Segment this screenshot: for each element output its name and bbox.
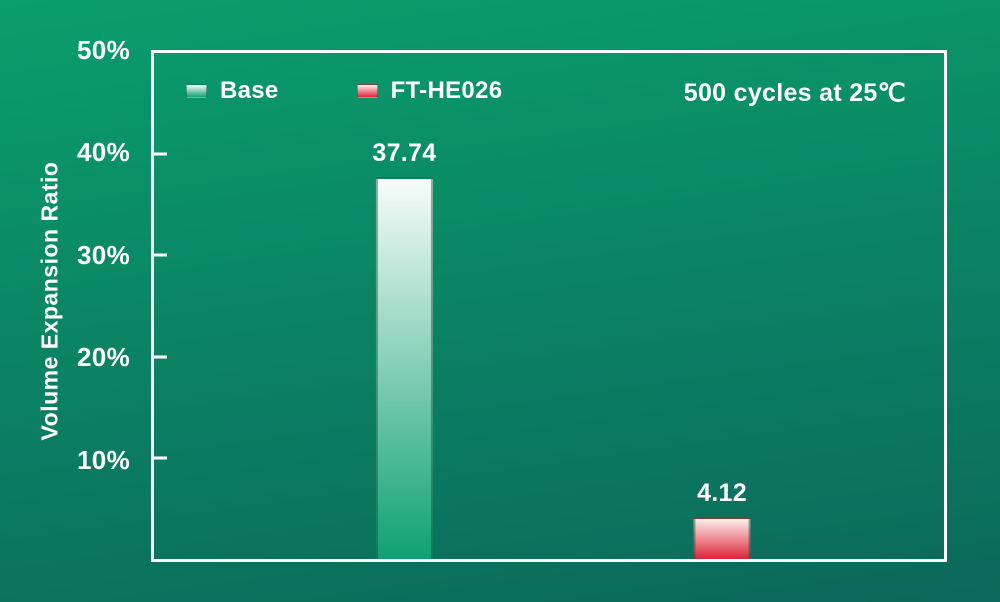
annotation-test-condition: 500 cycles at 25℃ xyxy=(683,79,906,107)
y-tick-mark xyxy=(154,152,167,156)
y-tick-mark xyxy=(154,253,167,257)
y-tick-label: 40% xyxy=(77,137,130,168)
y-tick-labels: 50% 40% 30% 20% 10% xyxy=(0,37,130,562)
legend-swatch-base-icon xyxy=(186,84,207,98)
y-tick-mark xyxy=(154,355,167,359)
legend-swatch-fthe026-icon xyxy=(356,84,378,98)
bar-value-fthe026: 4.12 xyxy=(697,479,747,508)
bar-group-base: 37.74 xyxy=(372,53,436,559)
legend-item-fthe026: FT-HE026 xyxy=(356,77,503,104)
bar-base xyxy=(375,177,433,559)
y-tick-marks xyxy=(154,53,944,559)
legend-label-fthe026: FT-HE026 xyxy=(390,77,503,104)
y-tick-mark xyxy=(154,456,167,460)
bar-group-fthe026: 4.12 xyxy=(693,53,751,559)
y-tick-label: 30% xyxy=(77,239,130,270)
y-tick-label: 20% xyxy=(77,342,130,373)
plot-area: Base FT-HE026 500 cycles at 25℃ 37.74 4.… xyxy=(151,50,947,562)
bar-fthe026 xyxy=(693,517,751,559)
legend-item-base: Base xyxy=(186,79,279,103)
legend: Base FT-HE026 xyxy=(186,79,502,103)
y-tick-label: 50% xyxy=(77,35,130,65)
bar-value-base: 37.74 xyxy=(372,139,437,168)
y-tick-label: 10% xyxy=(77,444,130,475)
legend-label-base: Base xyxy=(220,77,279,104)
